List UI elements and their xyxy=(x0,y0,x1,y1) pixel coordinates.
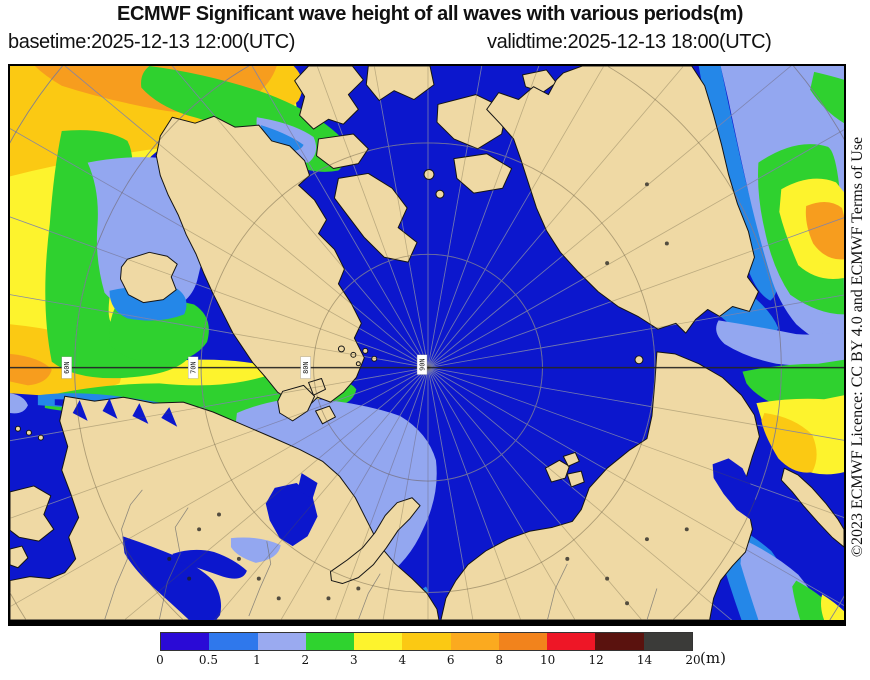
colorbar-tick: 20 xyxy=(685,653,701,667)
britain-island xyxy=(10,485,55,542)
colorbar-segment xyxy=(498,633,548,650)
siberia-landmass xyxy=(440,351,760,620)
colorbar-segment xyxy=(450,633,499,650)
svg-text:70N: 70N xyxy=(190,361,198,373)
validtime-label: validtime:2025-12-13 18:00(UTC) xyxy=(487,31,772,53)
colorbar-segment xyxy=(643,633,692,650)
colorbar-tick-labels: 0 0.5 1 2 3 4 6 8 10 12 14 20 xyxy=(156,653,700,669)
latitude-label-70n: 70N xyxy=(187,356,199,379)
north-america-landmass xyxy=(486,66,759,334)
svg-text:80N: 80N xyxy=(302,361,310,373)
iceland-island xyxy=(119,251,178,304)
colorbar-segment xyxy=(209,633,258,650)
colorbar-tick: 10 xyxy=(539,653,556,667)
latitude-label-60n: 60N xyxy=(61,356,72,379)
colorbar-tick: 3 xyxy=(349,653,358,667)
colorbar-tick: 12 xyxy=(588,653,604,667)
latitude-label-80n: 80N xyxy=(300,356,311,379)
scandinavia-landmass xyxy=(10,395,440,620)
anadyr-gulf xyxy=(712,458,757,520)
colorbar-tick: 4 xyxy=(398,653,407,667)
land-layer xyxy=(10,66,844,620)
svg-text:90N: 90N xyxy=(418,358,426,370)
novaya-zemlya-islands xyxy=(329,497,421,585)
colorbar-segment xyxy=(161,633,210,650)
ireland-island xyxy=(10,545,29,569)
wave-height-colorbar xyxy=(160,632,693,651)
colorbar-segment xyxy=(305,633,355,650)
copyright-vertical-text: ©2023 ECMWF Licence: CC BY 4.0 and ECMWF… xyxy=(849,136,866,558)
page-title: ECMWF Significant wave height of all wav… xyxy=(117,3,743,25)
colorbar-segment xyxy=(402,633,451,650)
koryak-coast-strip xyxy=(780,467,844,548)
pacific-wave-field xyxy=(694,66,844,620)
wave-height-map: 60N 70N 80N 90N xyxy=(8,64,846,626)
franz-josef-land-islands xyxy=(337,345,378,367)
colorbar-tick: 14 xyxy=(636,653,653,667)
colorbar-segment xyxy=(547,633,596,650)
svg-text:60N: 60N xyxy=(63,361,71,373)
colorbar-tick: 0.5 xyxy=(198,653,218,667)
colorbar-segment xyxy=(257,633,306,650)
colorbar-tick: 2 xyxy=(301,653,310,667)
colorbar-tick: 0 xyxy=(156,653,164,667)
greenland-landmass xyxy=(155,115,365,408)
arctic-map-svg: 60N 70N 80N 90N xyxy=(10,66,844,620)
colorbar-segment xyxy=(595,633,644,650)
svalbard-islands xyxy=(277,384,316,422)
colorbar-tick: 1 xyxy=(253,653,261,667)
latitude-labels: 60N 70N 80N 90N xyxy=(61,354,428,379)
baltic-sea xyxy=(122,536,222,620)
country-borders xyxy=(104,489,658,620)
basetime-label: basetime:2025-12-13 12:00(UTC) xyxy=(8,31,296,53)
white-sea xyxy=(265,482,318,547)
colorbar-segment xyxy=(354,633,403,650)
colorbar-unit-label: (m) xyxy=(700,649,726,667)
colorbar-tick: 6 xyxy=(446,653,455,667)
pole-label-90n: 90N xyxy=(416,354,428,375)
lakes-speckle xyxy=(167,182,689,606)
colorbar-tick: 8 xyxy=(495,653,503,667)
severnaya-zemlya-islands xyxy=(544,451,585,488)
